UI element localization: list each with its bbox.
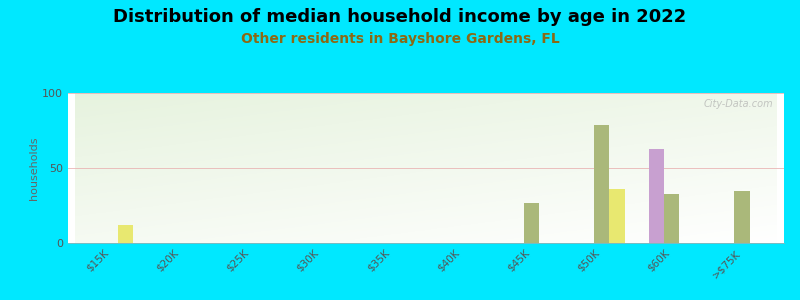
Bar xyxy=(118,225,134,243)
Bar xyxy=(594,124,610,243)
Text: Other residents in Bayshore Gardens, FL: Other residents in Bayshore Gardens, FL xyxy=(241,32,559,46)
Bar xyxy=(734,190,750,243)
Y-axis label: households: households xyxy=(30,136,39,200)
Bar xyxy=(664,194,679,243)
Text: City-Data.com: City-Data.com xyxy=(704,99,774,109)
Text: Distribution of median household income by age in 2022: Distribution of median household income … xyxy=(114,8,686,26)
Bar xyxy=(610,189,625,243)
Bar xyxy=(649,148,664,243)
Bar xyxy=(523,202,539,243)
